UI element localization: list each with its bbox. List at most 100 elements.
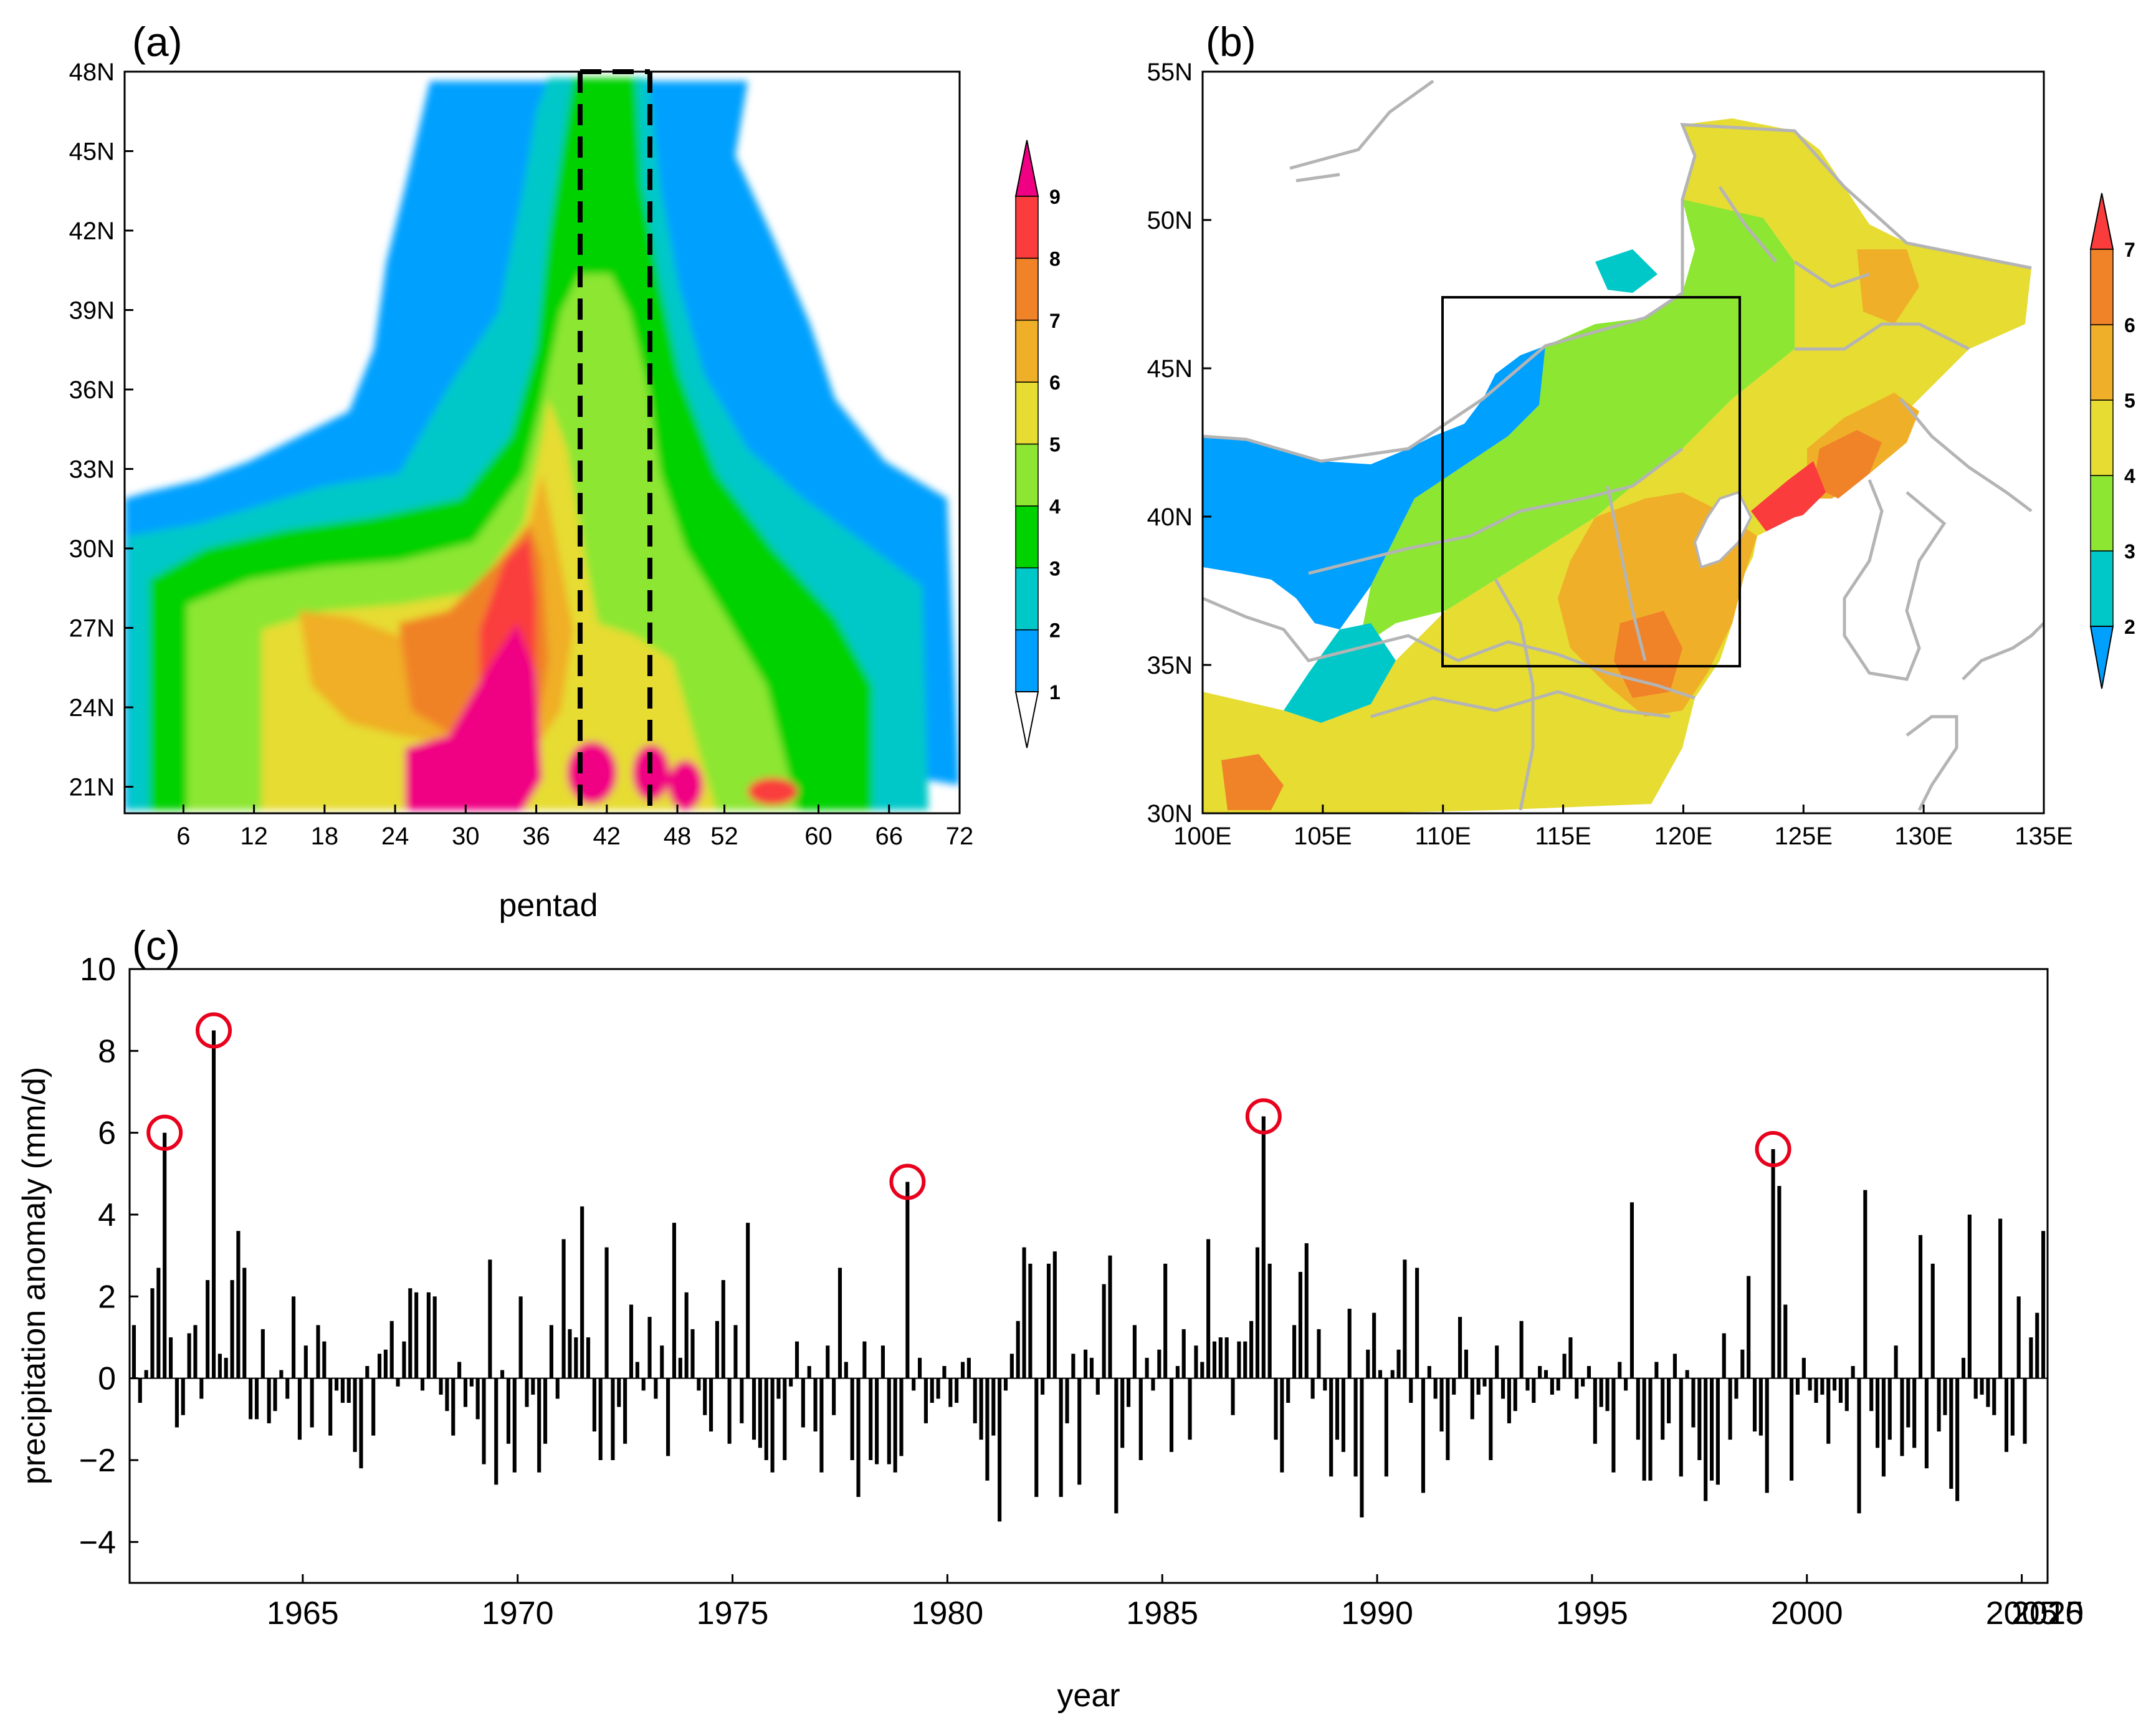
panel-c-peak-circle (196, 1012, 232, 1049)
panel-c-bar (1243, 1341, 1247, 1378)
panel-c-peak-circle (146, 1114, 183, 1151)
panel-b-x-ticks: 100E 105E 110E 115E 120E 125E 130E 135E (1173, 805, 2073, 850)
panel-a-colorbar-segment (1015, 567, 1039, 631)
panel-c-bar (955, 1378, 959, 1403)
panel-c-x-tick-label: 1990 (1341, 1595, 1413, 1632)
panel-a-x-tick-label: 30 (452, 823, 480, 850)
panel-c-bar (1507, 1378, 1511, 1423)
panel-c-bar (751, 1378, 756, 1440)
panel-c-bar (1679, 1378, 1683, 1477)
panel-c-bar (623, 1378, 627, 1444)
panel-b-colorbar-label: 5 (2124, 389, 2135, 412)
panel-b-colorbar-segment (2090, 399, 2114, 476)
panel-a-frame (123, 70, 961, 815)
panel-c-bar (758, 1378, 762, 1448)
panel-a-y-tick-label: 30N (69, 535, 115, 563)
panel-c-bar (1433, 1378, 1438, 1399)
panel-c-bar (1562, 1354, 1567, 1378)
panel-a-y-tick-label: 36N (69, 376, 115, 404)
panel-c-bar (905, 1182, 910, 1378)
panel-c-peak-circle (889, 1163, 926, 1200)
panel-c-frame (128, 968, 2049, 1584)
panel-c-bar (1310, 1378, 1315, 1399)
panel-c-bar (923, 1378, 928, 1423)
panel-b-colorbar-bottom-arrow (2089, 626, 2114, 689)
panel-c-bar (1912, 1378, 1917, 1448)
panel-a-xlabel: pentad (498, 887, 598, 924)
panel-c-bar (1930, 1263, 1935, 1378)
panel-c-bar (1986, 1378, 1990, 1407)
panel-c-bar (322, 1341, 327, 1378)
panel-c-bar (1415, 1268, 1419, 1378)
panel-c-bar (862, 1341, 867, 1378)
panel-c-bar (568, 1329, 572, 1378)
panel-c-bar (1102, 1284, 1106, 1378)
panel-c-bar (1593, 1378, 1597, 1444)
panel-c-bar (1525, 1378, 1530, 1391)
panel-b-colorbar-segment (2090, 550, 2114, 627)
panel-c-bar (335, 1378, 339, 1391)
panel-c-bar (813, 1378, 818, 1432)
panel-b-colorbar-label: 3 (2124, 540, 2135, 563)
panel-c-bar (1672, 1354, 1677, 1378)
panel-c-bar (660, 1345, 664, 1378)
panel-a-y-tick-label: 33N (69, 456, 115, 484)
panel-c-bar (1181, 1329, 1186, 1378)
panel-c-bar (402, 1341, 406, 1378)
panel-c-bar (230, 1280, 234, 1378)
panel-a-colorbar-label: 8 (1049, 247, 1061, 270)
panel-c-bar (654, 1378, 658, 1399)
panel-c-bar (1421, 1378, 1426, 1493)
panel-a-x-tick-label: 72 (946, 823, 974, 850)
panel-c-bar (377, 1354, 382, 1378)
panel-c-bar (1648, 1378, 1653, 1481)
panel-c-bar (561, 1239, 566, 1378)
panel-c-bar (1611, 1378, 1616, 1473)
panel-c-bar (1998, 1218, 2003, 1378)
panel-c-bar (1661, 1378, 1665, 1440)
panel-c-bar (1145, 1357, 1149, 1378)
panel-c-peak-circle (1755, 1130, 1791, 1167)
panel-c-bar (598, 1378, 603, 1460)
panel-c-bar (641, 1378, 646, 1391)
panel-a-y-ticks: 21N 24N 27N 30N 33N 36N 39N 42N 45N 48N (69, 59, 133, 801)
panel-c-bar (2035, 1312, 2039, 1378)
panel-c-bar (1390, 1370, 1395, 1378)
panel-c-bar (211, 1030, 216, 1378)
panel-c-bar (1519, 1321, 1524, 1378)
panel-c-bar (1740, 1349, 1745, 1378)
panel-a-colorbar-label: 1 (1049, 681, 1061, 704)
panel-c-bar (1575, 1378, 1579, 1399)
panel-c-bar (936, 1378, 940, 1399)
panel-c-bar (1543, 1370, 1548, 1378)
panel-c-x-tick-label: 1995 (1556, 1595, 1628, 1632)
panel-b-high-precip-region (1203, 118, 2031, 813)
panel-c-bar (1188, 1378, 1192, 1440)
panel-a: (a) (69, 19, 1061, 924)
panel-a-colorbar-segment (1015, 443, 1039, 507)
panel-c-bar (531, 1378, 535, 1395)
panel-a-colorbar-label: 9 (1049, 186, 1061, 208)
panel-c-bar (1586, 1365, 1591, 1378)
panel-c-bar (604, 1247, 609, 1378)
panel-c-bar (1089, 1357, 1094, 1378)
panel-c-bar (1532, 1378, 1536, 1403)
panel-c-bar (310, 1378, 314, 1428)
panel-c-bar (1439, 1378, 1444, 1432)
panel-c-bar (1194, 1345, 1198, 1378)
panel-c-bar (1052, 1251, 1057, 1378)
panel-c-bar (353, 1378, 357, 1452)
panel-c-bar (236, 1231, 241, 1378)
panel-c-bar (224, 1357, 228, 1378)
panel-c-bar (1249, 1321, 1254, 1378)
panel-c-bar (1452, 1378, 1456, 1395)
panel-c-bar (1667, 1378, 1671, 1423)
panel-c-bar (697, 1378, 701, 1391)
panel-c-bar (1403, 1259, 1407, 1378)
panel-c-bar (1876, 1378, 1880, 1448)
panel-c-bar (217, 1354, 222, 1378)
panel-c-bar (887, 1378, 891, 1464)
panel-c-bar (1378, 1370, 1383, 1378)
panel-c-bar (592, 1378, 596, 1432)
